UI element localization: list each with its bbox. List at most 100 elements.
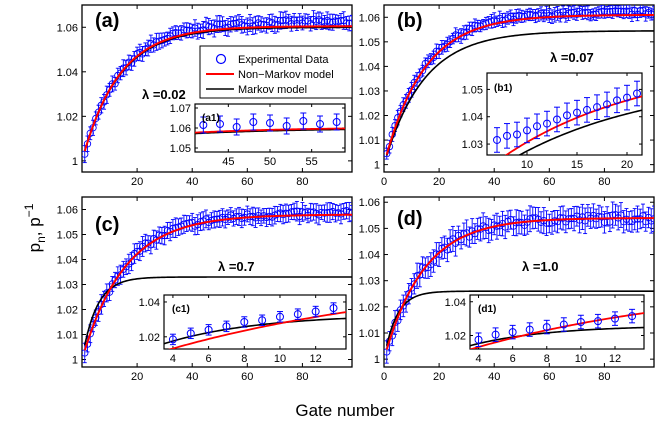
inset-data-point [542,323,551,332]
legend-label-nonmarkov: Non−Markov model [238,69,334,81]
panel-a-y-tick-label: 1.02 [57,111,78,123]
inset-data-point [222,322,231,331]
inset-data-point [216,120,224,128]
inset-data-point [593,317,602,326]
inset-b-x-tick-label: 10 [521,159,533,171]
panel-c-y-tick-label: 1.06 [57,205,78,217]
inset-a-y-tick-label: 1.05 [170,143,191,155]
panel-a-plot [82,10,352,164]
panel-a-experimental-series [82,10,352,164]
panel-a-y-tick-label: 1.04 [57,67,78,79]
panel-d-lambda-annotation: λ =1.0 [522,259,559,274]
inset-data-point [316,120,324,128]
panel-d-x-tick-label: 60 [543,371,555,383]
inset-c-x-tick-label: 6 [206,353,212,365]
inset-b-y-tick-label: 1.04 [462,112,483,124]
inset-data-point [293,310,302,319]
inset-c-x-tick-label: 4 [170,353,176,365]
panel-d-y-tick-label: 1.02 [359,302,380,314]
panel-b-markov-curve [385,30,654,156]
inset-data-point [533,122,541,131]
panel-c-nonmarkov-curve [83,213,352,351]
inset-data-point [508,328,517,337]
inset-data-point [491,330,500,339]
inset-c-x-tick-label: 10 [274,353,286,365]
inset-b-y-tick-label: 1.03 [462,139,483,151]
panel-d-y-tick-label: 1.06 [359,197,380,209]
inset-d-label: (d1) [478,304,496,315]
panel-d: 0 20 40 60 80 1 1.01 1.02 1.03 1.04 1.05 1.06 (d) λ =… [359,196,655,383]
inset-c-y-tick-label: 1.04 [139,297,160,309]
panel-b-title: (b) [397,10,423,32]
inset-data-point [240,318,249,326]
inset-data-point [573,108,581,117]
inset-a-x-tick-label: 50 [264,156,276,168]
inset-data-point [611,314,619,323]
panel-b-x-tick-label: 20 [433,176,445,188]
panel-b-plot [384,5,654,160]
panel-c-title: (c) [95,214,119,236]
panel-b-y-tick-label: 1.01 [359,135,380,147]
inset-data-point [232,123,241,131]
inset-data-point [513,130,521,139]
panel-b-y-tick-label: 1 [374,160,380,172]
panel-b-lambda-annotation: λ =0.07 [550,50,594,65]
panel-c-y-tick-label: 1.01 [57,330,78,342]
inset-a-experimental-series [199,112,341,136]
inset-a-label: (a1) [202,113,220,124]
inset-c-x-tick-label: 12 [310,353,322,365]
panel-a-x-tick-label: 20 [131,176,143,188]
inset-d-y-tick-label: 1.04 [445,297,466,309]
inset-data-point [623,93,631,102]
inset-a-y-tick-label: 1.06 [170,123,191,135]
panel-d-x-tick-label: 20 [433,371,445,383]
inset-a: 45 50 55 1.05 1.06 1.07 (a1) [170,103,346,168]
panel-b-y-tick-label: 1.05 [359,37,380,49]
inset-d-x-tick-label: 8 [544,353,550,365]
inset-data-point [593,103,601,112]
inset-data-point [332,118,341,126]
panel-c-x-tick-label: 40 [186,371,198,383]
panel-d-x-tick-label: 80 [598,371,610,383]
inset-d: 4 6 8 10 12 1.02 1.04 (d1) [445,294,645,365]
panel-c-x-tick-label: 20 [131,371,143,383]
inset-data-point [603,100,611,109]
panel-b: 0 20 40 60 80 1 1.01 1.02 1.03 1.04 1.05 1.06 (b) λ =… [359,4,655,188]
inset-data-point [543,119,551,128]
panel-a-x-tick-label: 80 [296,176,308,188]
inset-data-point [329,304,338,313]
inset-data-point [583,105,591,114]
inset-data-point [168,335,177,344]
legend: Experimental Data Non−Markov model Marko… [199,45,353,99]
inset-data-point [249,118,258,126]
panel-a-title: (a) [95,10,119,32]
panel-c-x-tick-label: 80 [296,371,308,383]
inset-data-point [186,329,195,338]
legend-label-markov: Markov model [238,84,307,96]
inset-b-plot [493,80,642,155]
panel-d-plot [384,201,654,364]
data-point [384,149,391,158]
inset-data-point [493,135,501,144]
inset-a-x-tick-label: 55 [306,156,318,168]
panel-b-x-tick-label: 60 [543,176,555,188]
inset-data-point [563,111,571,120]
inset-b-x-tick-label: 15 [571,159,583,171]
panel-b-y-tick-label: 1.04 [359,61,380,73]
inset-data-point [525,325,534,334]
panel-c-y-tick-label: 1.03 [57,280,78,292]
panel-c-y-tick-label: 1.04 [57,255,78,267]
panel-d-title: (d) [397,208,423,230]
panel-a-lambda-annotation: λ =0.02 [142,87,186,102]
inset-d-x-tick-label: 12 [609,353,621,365]
y-axis-label-sup: −1 [22,203,36,217]
panel-d-nonmarkov-curve [385,217,654,350]
panel-a-y-tick-label: 1 [72,156,78,168]
inset-d-x-tick-label: 10 [575,353,587,365]
panel-a-x-tick-label: 40 [186,176,198,188]
data-point [418,66,427,75]
y-axis-label-sub: n [34,236,48,243]
inset-b-experimental-series [493,80,641,153]
